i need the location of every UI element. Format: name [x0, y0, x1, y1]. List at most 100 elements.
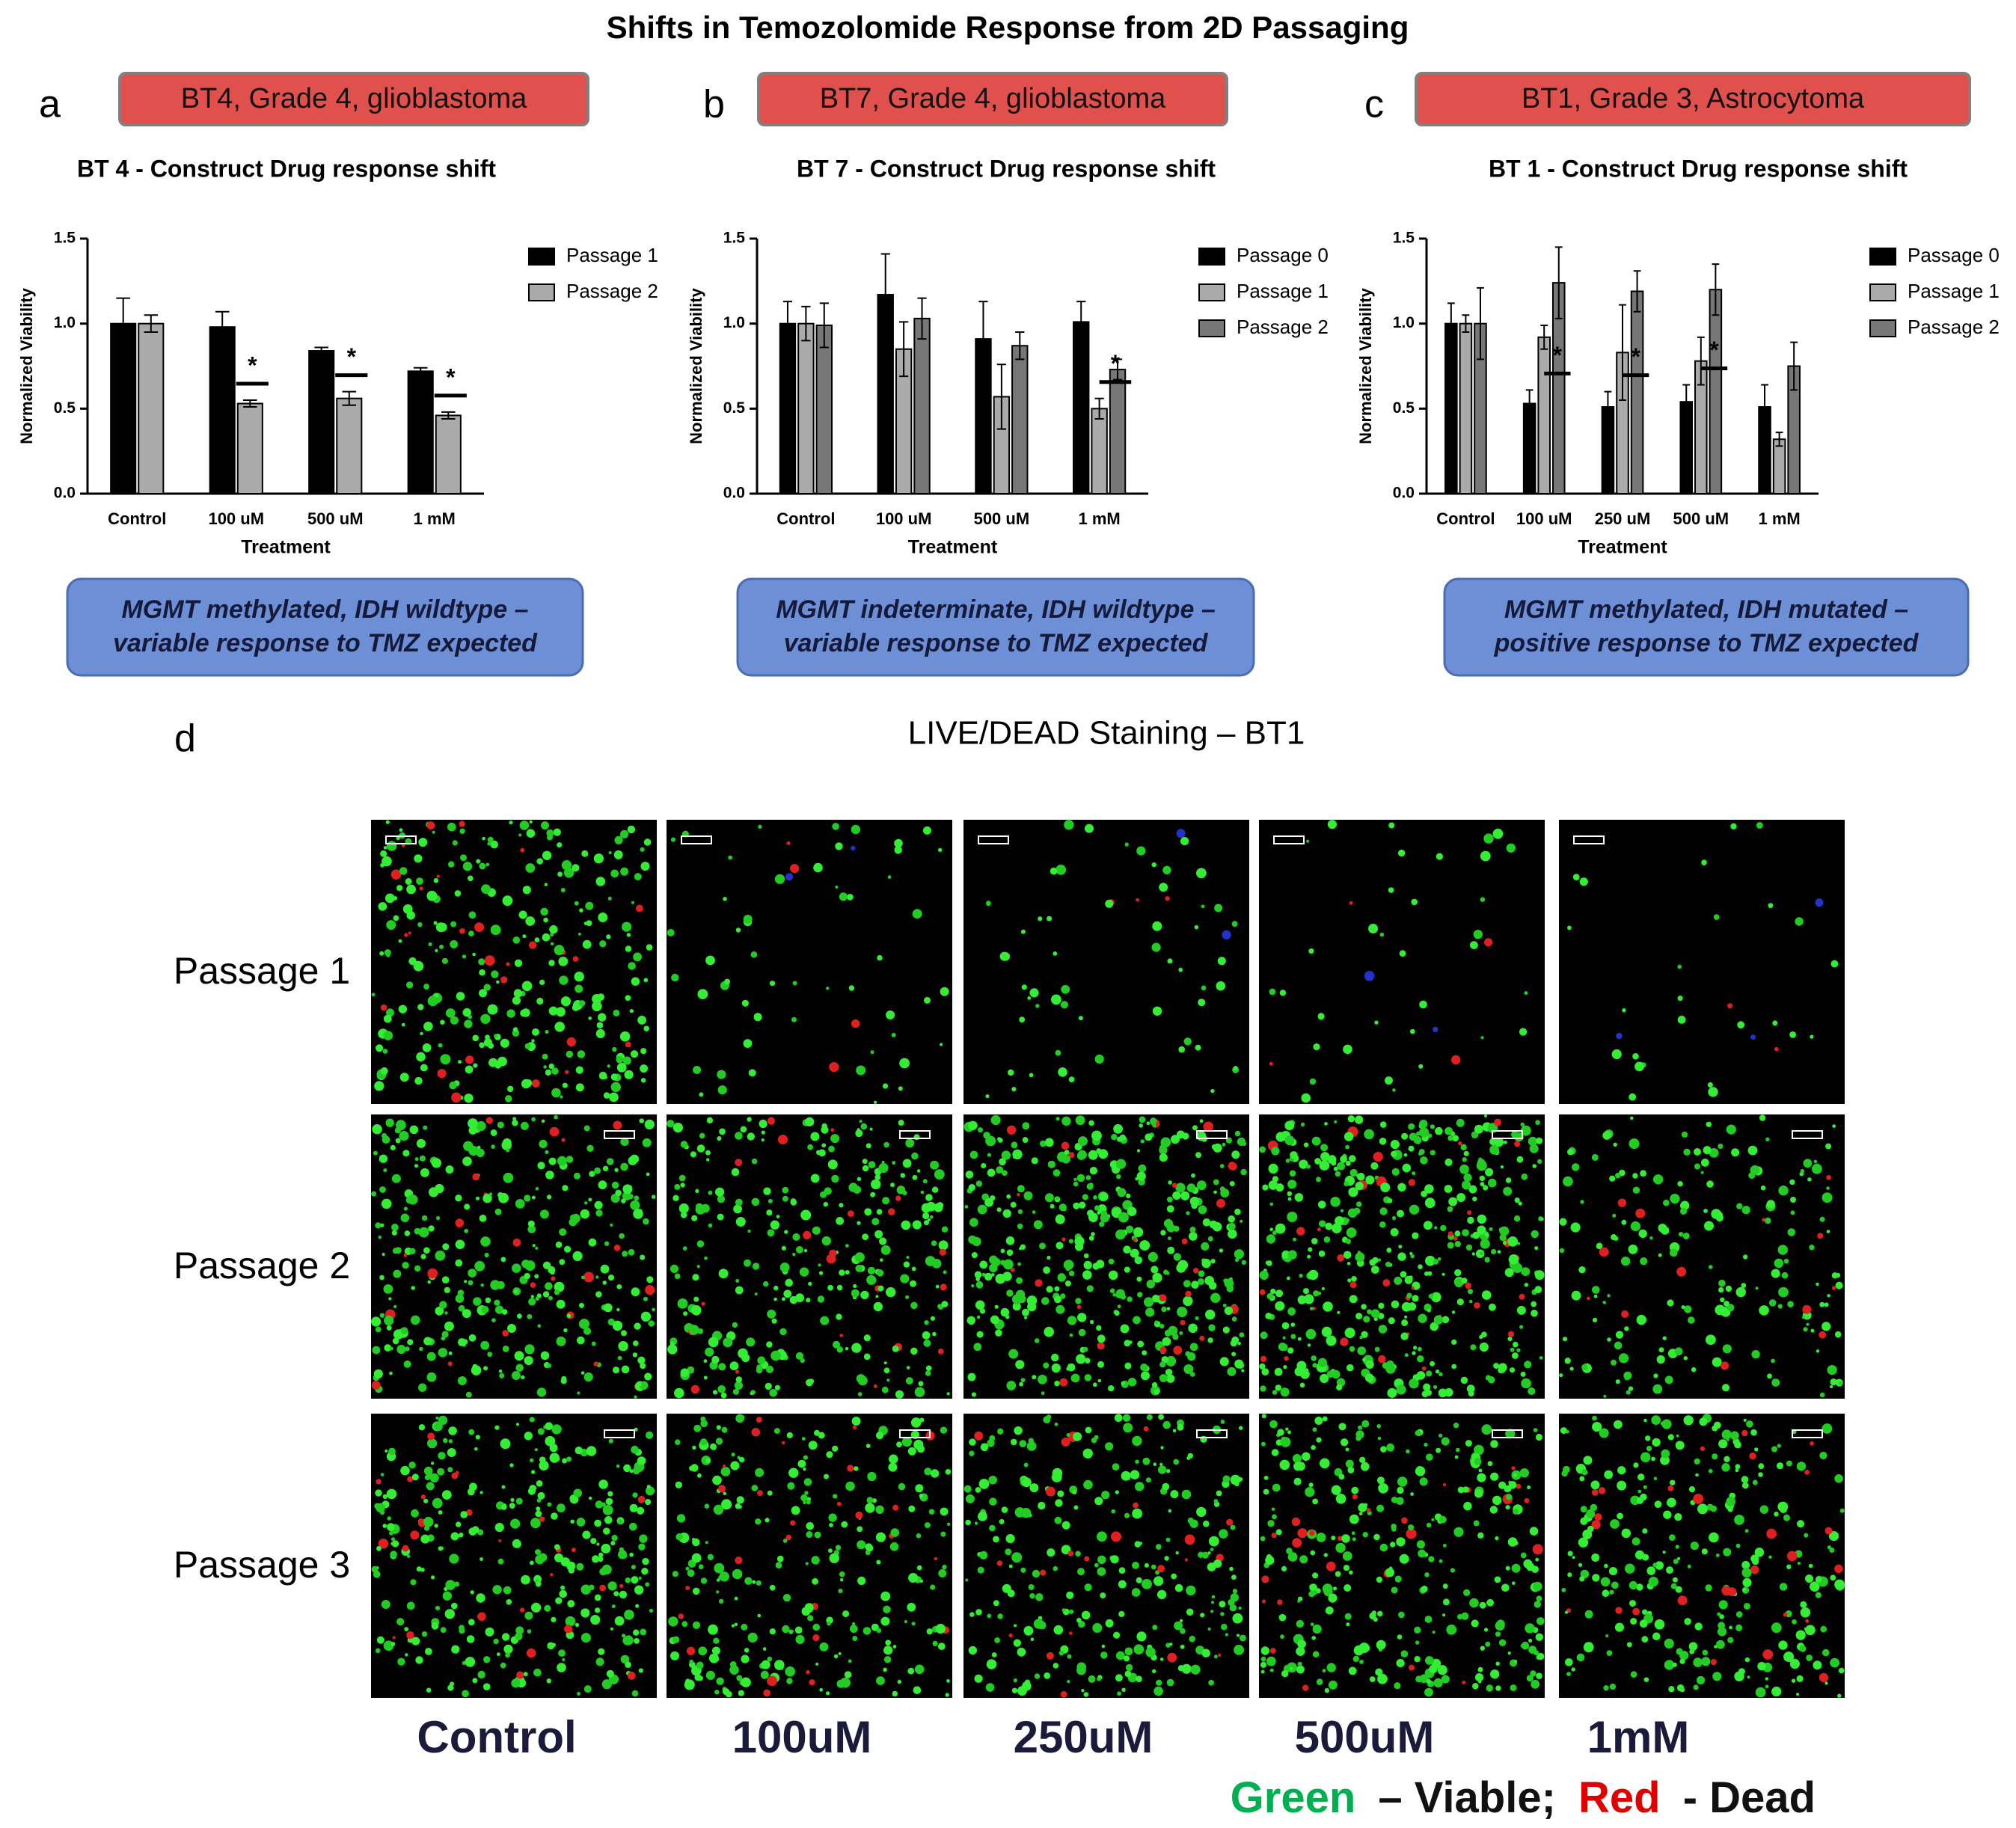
cell — [1813, 1159, 1818, 1164]
cell — [1067, 1680, 1070, 1684]
cell — [539, 1456, 546, 1463]
cell — [1162, 865, 1171, 875]
cell — [784, 1230, 788, 1234]
scale-bar — [899, 1130, 931, 1139]
cell — [714, 1690, 720, 1695]
cell — [1292, 1454, 1302, 1463]
micrograph — [667, 1114, 952, 1399]
cell — [826, 1691, 830, 1696]
cell — [441, 957, 449, 964]
cell — [1777, 1444, 1781, 1448]
cell — [1092, 1382, 1097, 1387]
cell — [1078, 1328, 1086, 1337]
cell — [1308, 1482, 1314, 1488]
cell — [1287, 1276, 1290, 1280]
cell — [1424, 1656, 1434, 1665]
cell — [559, 975, 569, 985]
cell — [765, 1382, 772, 1390]
cell — [559, 1228, 567, 1236]
cell — [841, 1521, 848, 1528]
cell — [477, 1612, 486, 1622]
cell — [595, 1028, 605, 1038]
cell — [515, 1423, 520, 1426]
cell — [1309, 1530, 1315, 1536]
cell — [1415, 1640, 1420, 1645]
panel-label: c — [1364, 83, 1384, 126]
cell — [1409, 1378, 1419, 1389]
cell — [735, 1279, 740, 1283]
cell — [1240, 1219, 1243, 1223]
cell — [511, 1678, 521, 1688]
cell — [1270, 1288, 1276, 1295]
cell — [847, 1210, 854, 1217]
cell — [441, 1331, 449, 1338]
cell — [1706, 1180, 1714, 1188]
cell — [583, 1327, 592, 1335]
cell — [716, 1425, 721, 1430]
cell — [1115, 1490, 1120, 1494]
cell — [1623, 1371, 1632, 1380]
cell — [602, 1280, 607, 1285]
cell — [747, 1117, 752, 1122]
cell — [1259, 1289, 1266, 1295]
cell — [1092, 1623, 1103, 1633]
cell — [566, 1561, 576, 1571]
cell — [1271, 1449, 1279, 1456]
cell — [1115, 1651, 1125, 1660]
cell — [692, 1445, 696, 1450]
cell — [1451, 1339, 1457, 1345]
cell — [786, 1678, 793, 1684]
cell — [613, 1591, 619, 1597]
cell — [888, 1208, 895, 1215]
cell — [1390, 1228, 1399, 1236]
cell — [731, 1453, 735, 1457]
cell — [1240, 1168, 1247, 1176]
cell — [711, 1355, 720, 1364]
cell — [989, 1497, 997, 1506]
cell — [981, 1162, 987, 1169]
cell — [645, 1285, 655, 1295]
cell — [1652, 1438, 1661, 1447]
cell — [914, 1387, 925, 1397]
cell — [1410, 1028, 1415, 1034]
cell — [595, 1209, 603, 1217]
cell — [1734, 1515, 1744, 1525]
cell — [870, 1192, 875, 1197]
cell — [1670, 1194, 1680, 1204]
cell — [572, 1251, 583, 1261]
cell — [512, 1238, 521, 1247]
cell — [1337, 1254, 1345, 1262]
cell — [625, 1041, 631, 1048]
cell — [619, 1583, 624, 1589]
cell — [1374, 1346, 1380, 1352]
cell — [531, 1117, 536, 1122]
cell — [419, 886, 423, 891]
cell — [1735, 1468, 1739, 1473]
cell — [395, 1138, 401, 1144]
cell — [1057, 1273, 1067, 1282]
bar — [236, 402, 263, 494]
cell — [1271, 1533, 1277, 1539]
cell — [1083, 1253, 1089, 1259]
cell — [388, 1492, 394, 1498]
cell — [1493, 1363, 1500, 1370]
error-bar — [819, 302, 829, 349]
cell — [1391, 1497, 1398, 1503]
cell — [1415, 1375, 1421, 1381]
cell — [1370, 1309, 1380, 1319]
cell — [1333, 1166, 1338, 1171]
cell — [536, 1498, 542, 1503]
cell — [537, 1491, 545, 1500]
cell — [1017, 1185, 1025, 1193]
cell — [988, 1476, 997, 1485]
cell — [1594, 1513, 1602, 1521]
cell — [910, 1280, 916, 1287]
cell — [940, 1426, 948, 1434]
cell — [1440, 1224, 1447, 1232]
cell — [431, 1575, 435, 1580]
cell — [1451, 1364, 1457, 1370]
cell — [435, 1215, 441, 1221]
cell — [1519, 1468, 1530, 1478]
cell — [630, 1050, 639, 1058]
cell — [1625, 1563, 1635, 1574]
